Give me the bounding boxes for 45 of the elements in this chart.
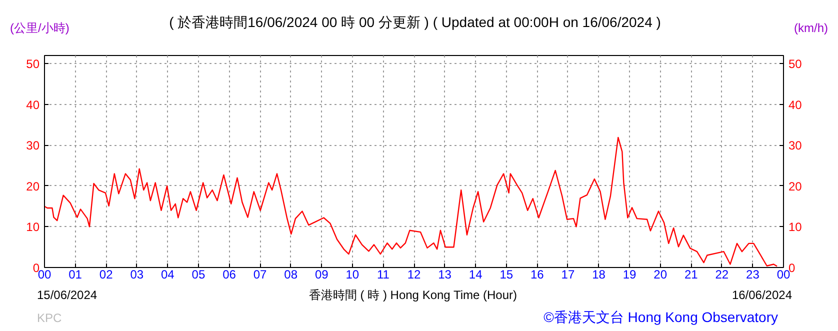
y2-tick-label: 50 xyxy=(788,57,802,72)
x-tick-label: 23 xyxy=(746,268,760,282)
x-tick-label: 16 xyxy=(530,268,544,282)
y2-tick-label: 20 xyxy=(788,179,802,194)
x-tick-label: 06 xyxy=(222,268,236,282)
y2-tick-label: 10 xyxy=(788,220,802,234)
x-tick-label: 17 xyxy=(561,268,575,282)
text: KPC xyxy=(37,311,62,325)
line-series xyxy=(44,136,778,267)
text: 15/06/2024 xyxy=(37,288,98,302)
x-tick-label: 01 xyxy=(68,268,82,282)
y-tick-label: 20 xyxy=(26,179,40,194)
y2-tick-label: 30 xyxy=(788,138,802,153)
y-tick-label: 30 xyxy=(26,138,40,153)
y-tick-label: 10 xyxy=(26,220,40,234)
x-tick-label: 07 xyxy=(253,268,268,282)
y2-tick-label: 40 xyxy=(788,98,802,112)
x-tick-label: 05 xyxy=(192,268,206,282)
y-tick-label: 40 xyxy=(26,98,40,112)
text: ©香港天文台 Hong Kong Observatory xyxy=(544,309,778,325)
x-tick-label: 10 xyxy=(346,268,360,282)
x-tick-label: 08 xyxy=(284,268,298,282)
x-tick-label: 15 xyxy=(500,268,514,282)
x-tick-label: 00 xyxy=(776,268,790,282)
text: 16/06/2024 xyxy=(732,288,792,302)
x-tick-label: 21 xyxy=(684,268,698,282)
y2-axis-title: (km/h) xyxy=(794,21,828,35)
x-tick-label: 03 xyxy=(130,268,144,282)
x-tick-label: 12 xyxy=(407,268,421,282)
chart-title: ( 於香港時間16/06/2024 00 時 00 分更新 ) ( Updated at 00:00H on 16/06/2024 ) xyxy=(169,14,661,30)
x-tick-label: 14 xyxy=(468,268,483,282)
y-tick-label: 50 xyxy=(26,57,40,72)
x-axis-title: 香港時間 ( 時 ) Hong Kong Time (Hour) xyxy=(308,288,518,302)
x-tick-label: 11 xyxy=(376,268,390,282)
x-tick-label: 04 xyxy=(160,268,175,282)
x-tick-label: 20 xyxy=(654,268,668,282)
y2-tick-label: 0 xyxy=(788,261,796,275)
x-tick-label: 18 xyxy=(592,268,606,282)
x-tick-label: 02 xyxy=(99,268,114,282)
x-tick-label: 13 xyxy=(438,268,452,282)
y-axis-title: (公里/小時) xyxy=(10,21,70,35)
x-tick-label: 00 xyxy=(38,268,52,282)
x-tick-label: 22 xyxy=(715,268,729,282)
x-tick-label: 19 xyxy=(622,268,637,282)
x-tick-label: 09 xyxy=(314,268,329,282)
